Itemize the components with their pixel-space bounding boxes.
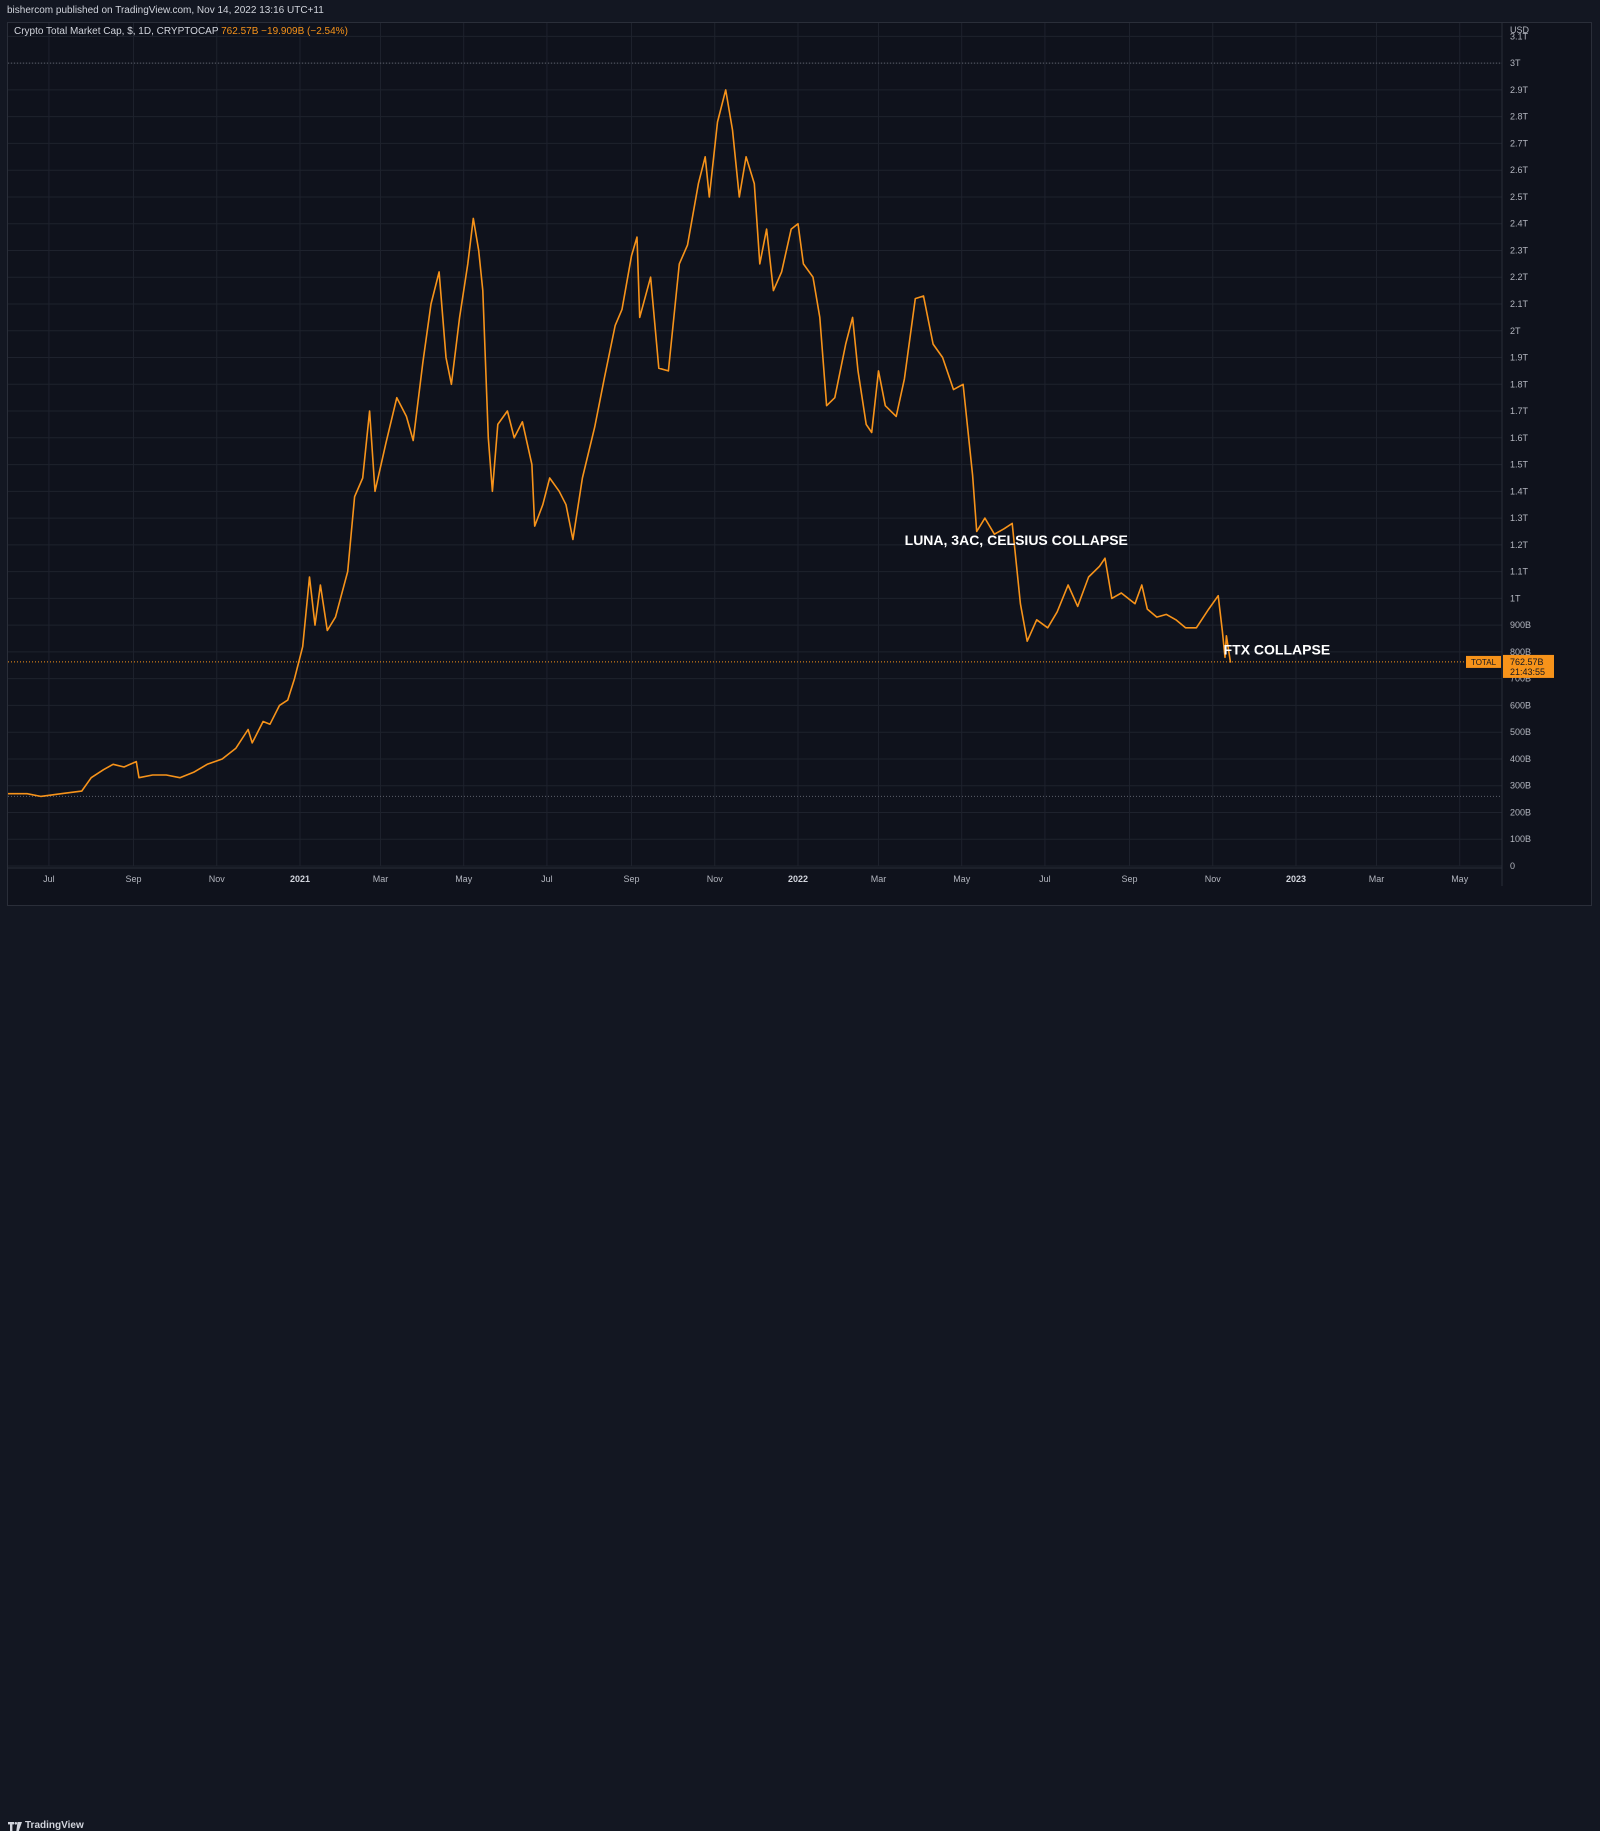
chart-annotation: FTX COLLAPSE <box>1224 642 1331 658</box>
annotations: LUNA, 3AC, CELSIUS COLLAPSE FTX COLLAPSE <box>905 532 1331 658</box>
x-axis: Jul Sep Nov 2021 Mar May Jul Sep Nov 2022 Mar May Ju… <box>43 874 1469 884</box>
y-axis-unit-label: USD <box>1510 25 1530 35</box>
y-tick-label: 600B <box>1510 700 1531 710</box>
symbol-name: Crypto Total Market Cap, $, 1D, CRYPTOCA… <box>14 26 219 37</box>
y-tick-label: 400B <box>1510 754 1531 764</box>
symbol-last: 762.57B <box>221 26 259 37</box>
price-chart[interactable]: Jul Sep Nov 2021 Mar May Jul Sep Nov 2022 Mar May Ju… <box>0 0 1600 933</box>
y-tick-label: 2.3T <box>1510 245 1529 255</box>
price-badge-countdown: 21:43:55 <box>1510 667 1545 677</box>
y-tick-label: 1T <box>1510 593 1521 603</box>
y-tick-label: 2.7T <box>1510 138 1529 148</box>
price-badge <box>1503 654 1554 678</box>
y-tick-label: 0 <box>1510 861 1515 871</box>
x-tick-label: Jul <box>1039 874 1051 884</box>
x-tick-label: May <box>953 874 971 884</box>
y-tick-label: 2.5T <box>1510 192 1529 202</box>
y-tick-label: 1.2T <box>1510 540 1529 550</box>
y-tick-label: 800B <box>1510 647 1531 657</box>
y-tick-label: 1.7T <box>1510 406 1529 416</box>
x-tick-label: 2022 <box>788 874 808 884</box>
y-tick-label: 1.4T <box>1510 486 1529 496</box>
series-line-total-market-cap <box>8 89 1232 798</box>
y-tick-label: 2.2T <box>1510 272 1529 282</box>
y-tick-label: 700B <box>1510 674 1531 684</box>
x-tick-label: Mar <box>373 874 389 884</box>
x-tick-label: Sep <box>126 874 142 884</box>
y-tick-label: 300B <box>1510 781 1531 791</box>
x-tick-label: Mar <box>1369 874 1385 884</box>
gridlines <box>8 23 1503 886</box>
x-tick-label: 2021 <box>290 874 310 884</box>
ticker-badge <box>1466 655 1501 668</box>
y-tick-label: 1.3T <box>1510 513 1529 523</box>
y-tick-label: 2.6T <box>1510 165 1529 175</box>
published-info: bishercom published on TradingView.com, … <box>7 5 324 16</box>
y-tick-label: 500B <box>1510 727 1531 737</box>
x-tick-label: Mar <box>871 874 887 884</box>
y-tick-label: 1.6T <box>1510 433 1529 443</box>
x-tick-label: 2023 <box>1286 874 1306 884</box>
x-tick-label: Nov <box>1205 874 1222 884</box>
y-tick-label: 1.9T <box>1510 353 1529 363</box>
y-tick-label: 3.1T <box>1510 31 1529 41</box>
x-tick-label: Jul <box>43 874 55 884</box>
horizontal-lines <box>8 62 1502 797</box>
x-tick-label: Jul <box>541 874 553 884</box>
y-tick-label: 100B <box>1510 834 1531 844</box>
y-tick-label: 2.4T <box>1510 219 1529 229</box>
x-tick-label: Nov <box>209 874 226 884</box>
y-tick-label: 2.8T <box>1510 112 1529 122</box>
y-tick-label: 1.5T <box>1510 460 1529 470</box>
tradingview-logo-icon[interactable] <box>8 1822 22 1831</box>
y-tick-label: 200B <box>1510 807 1531 817</box>
x-tick-label: May <box>1451 874 1469 884</box>
x-tick-label: May <box>455 874 473 884</box>
y-tick-label: 1.8T <box>1510 379 1529 389</box>
x-tick-label: Nov <box>707 874 724 884</box>
footer: TradingView <box>0 906 1600 1831</box>
ticker-badge-label: TOTAL <box>1471 658 1497 667</box>
x-tick-label: Sep <box>1122 874 1138 884</box>
tradingview-brand[interactable]: TradingView <box>25 1820 84 1831</box>
x-tick-label: Sep <box>624 874 640 884</box>
y-tick-label: 1.1T <box>1510 567 1529 577</box>
chart-annotation: LUNA, 3AC, CELSIUS COLLAPSE <box>905 532 1128 548</box>
price-badge-value: 762.57B <box>1510 657 1544 667</box>
symbol-info[interactable]: Crypto Total Market Cap, $, 1D, CRYPTOCA… <box>14 26 348 37</box>
y-tick-label: 2.1T <box>1510 299 1529 309</box>
top-bar: bishercom published on TradingView.com, … <box>0 0 1600 22</box>
y-axis: USD 0 100B 200B 300B 400B 500B 600B 700B 800B 900B… <box>1510 25 1531 871</box>
y-tick-label: 2.9T <box>1510 85 1529 95</box>
symbol-change: −19.909B (−2.54%) <box>261 26 348 37</box>
y-tick-label: 2T <box>1510 326 1521 336</box>
y-tick-label: 900B <box>1510 620 1531 630</box>
y-tick-label: 3T <box>1510 58 1521 68</box>
